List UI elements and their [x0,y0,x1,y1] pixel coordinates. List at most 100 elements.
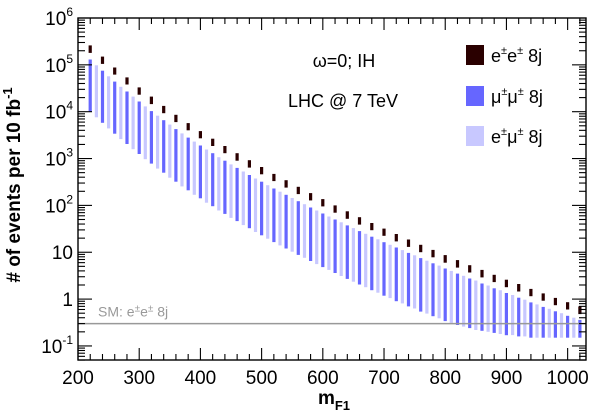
bar-series-1 [272,188,276,243]
bar-series-0 [419,244,423,253]
bar-series-0 [382,228,386,236]
bar-series-2 [327,216,331,270]
bar-series-0 [247,160,251,168]
bar-series-1 [198,145,202,199]
bar-series-1 [174,129,178,182]
x-tick-label: 200 [62,368,94,389]
sm-reference: SM: e±e± 8j [78,304,586,325]
bar-series-0 [223,146,227,154]
bar-series-0 [517,284,521,292]
y-tick-label: 1 [62,290,73,311]
annotation-omega: ω=0; IH [313,51,376,71]
bar-series-0 [88,45,92,53]
bar-series-0 [100,56,105,64]
bar-series-0 [443,255,447,263]
x-tick-label: 1000 [546,368,588,389]
bar-series-0 [260,167,264,175]
bar-series-1 [382,242,386,296]
bar-series-0 [137,87,141,95]
bar-series-1 [419,258,423,312]
legend-swatch [466,86,484,106]
bar-series-2 [376,239,380,293]
bar-series-2 [535,304,539,338]
y-tick-label: 10 [52,243,73,264]
bar-series-2 [339,222,343,276]
bar-series-0 [541,293,545,301]
bar-series-2 [290,198,294,252]
bar-series-2 [107,76,111,129]
x-tick-label: 300 [123,368,155,389]
bar-series-0 [186,123,190,131]
annotation-lhc: LHC @ 7 TeV [288,91,398,111]
bar-series-2 [474,280,478,330]
x-tick-label: 700 [368,368,400,389]
bar-series-2 [351,228,355,282]
bar-series-0 [162,105,166,114]
bar-series-1 [370,236,374,291]
bar-series-2 [204,149,209,203]
bar-series-1 [235,167,239,222]
bar-series-1 [492,288,496,333]
y-axis-title: # of events per 10 fb-1 [0,87,25,282]
bar-series-2 [302,204,307,258]
bar-series-2 [400,250,404,304]
bar-series-1 [88,59,92,112]
bar-series-2 [143,106,147,160]
plot-frame [77,17,587,361]
bar-series-0 [149,96,153,105]
bar-series-2 [425,260,429,314]
bar-series-1 [566,315,570,338]
bar-series-0 [309,193,313,201]
bar-series-0 [321,199,325,207]
y-axis-ticks: 10-1 1 10 102 103 104 105 106 [41,5,586,361]
bar-series-0 [357,217,362,225]
bar-series-0 [333,205,337,213]
x-tick-label: 900 [491,368,523,389]
y-tick-label: 105 [45,52,73,77]
x-tick-label: 800 [429,368,461,389]
bar-series-1 [357,231,362,285]
x-tick-label: 500 [246,368,278,389]
bar-series-1 [529,302,533,338]
bar-series-0 [235,153,239,161]
bar-series-0 [174,114,178,123]
bar-series-2 [168,124,172,178]
bar-series-0 [529,288,533,297]
bar-series-0 [431,249,435,258]
bar-series-1 [223,160,227,214]
bar-series-2 [156,115,160,169]
bar-series-2 [229,164,233,218]
bar-series-0 [345,211,349,219]
bar-series-1 [162,120,166,173]
legend-label: e±μ± 8j [491,126,543,147]
bar-series-0 [284,180,288,188]
bar-series-1 [260,181,264,236]
bar-series-2 [119,86,123,140]
bar-series-1 [578,319,582,338]
legend-label: e±e± 8j [491,45,542,66]
bar-series-1 [113,81,117,134]
data-bars [88,45,582,338]
bar-series-1 [553,311,557,338]
bar-series-2 [388,244,392,299]
bar-series-2 [217,157,221,211]
y-tick-label: 10-1 [41,333,73,358]
bar-series-0 [113,67,117,75]
bar-series-1 [431,263,435,317]
x-axis-ticks: 200 300 400 500 600 700 800 900 1000 [62,18,589,389]
bar-series-0 [272,173,276,182]
y-tick-label: 103 [45,146,73,171]
bar-series-1 [443,268,447,322]
bar-series-2 [94,65,98,118]
bar-series-2 [511,295,515,336]
bar-series-1 [296,201,300,255]
bar-series-0 [480,269,484,278]
bar-series-1 [455,273,460,325]
bar-series-0 [578,306,582,315]
x-tick-label: 400 [185,368,217,389]
bar-series-1 [149,111,153,164]
sm-reference-label: SM: e±e± 8j [98,304,168,320]
legend: e±e± 8j μ±μ± 8j e±μ± 8j [466,45,543,147]
